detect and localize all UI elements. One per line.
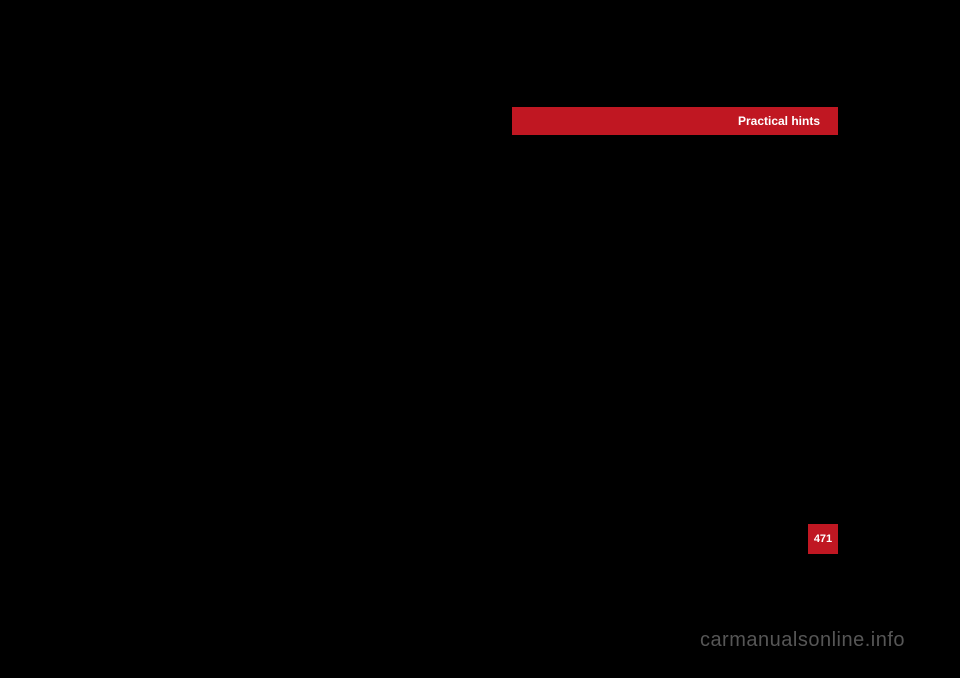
header-bar: Practical hints <box>512 107 838 135</box>
watermark-text: carmanualsonline.info <box>700 629 905 652</box>
page-number: 471 <box>814 533 832 545</box>
header-title: Practical hints <box>738 114 820 128</box>
page-number-box: 471 <box>808 524 838 554</box>
